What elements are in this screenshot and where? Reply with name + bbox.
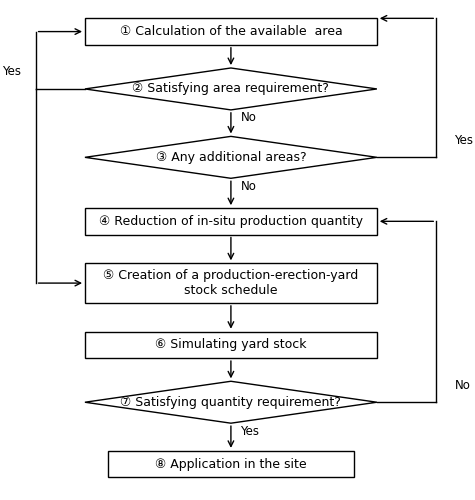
Text: Yes: Yes	[2, 65, 21, 78]
FancyBboxPatch shape	[85, 263, 377, 303]
Text: No: No	[241, 112, 257, 124]
Text: ③ Any additional areas?: ③ Any additional areas?	[156, 151, 306, 164]
Text: ⑦ Satisfying quantity requirement?: ⑦ Satisfying quantity requirement?	[121, 396, 342, 408]
Text: ② Satisfying area requirement?: ② Satisfying area requirement?	[133, 82, 329, 96]
FancyBboxPatch shape	[85, 18, 377, 45]
Text: No: No	[241, 180, 257, 192]
FancyBboxPatch shape	[108, 451, 354, 477]
Text: ⑤ Creation of a production-erection-yard
stock schedule: ⑤ Creation of a production-erection-yard…	[103, 269, 359, 297]
Text: ⑥ Simulating yard stock: ⑥ Simulating yard stock	[155, 338, 307, 351]
Polygon shape	[85, 136, 377, 178]
Text: No: No	[455, 379, 470, 392]
Text: ① Calculation of the available  area: ① Calculation of the available area	[120, 25, 342, 38]
FancyBboxPatch shape	[85, 332, 377, 358]
FancyBboxPatch shape	[85, 208, 377, 234]
Text: Yes: Yes	[240, 424, 259, 438]
Text: Yes: Yes	[455, 134, 474, 147]
Text: ④ Reduction of in-situ production quantity: ④ Reduction of in-situ production quanti…	[99, 215, 363, 228]
Text: ⑧ Application in the site: ⑧ Application in the site	[155, 458, 307, 470]
Polygon shape	[85, 382, 377, 423]
Polygon shape	[85, 68, 377, 110]
